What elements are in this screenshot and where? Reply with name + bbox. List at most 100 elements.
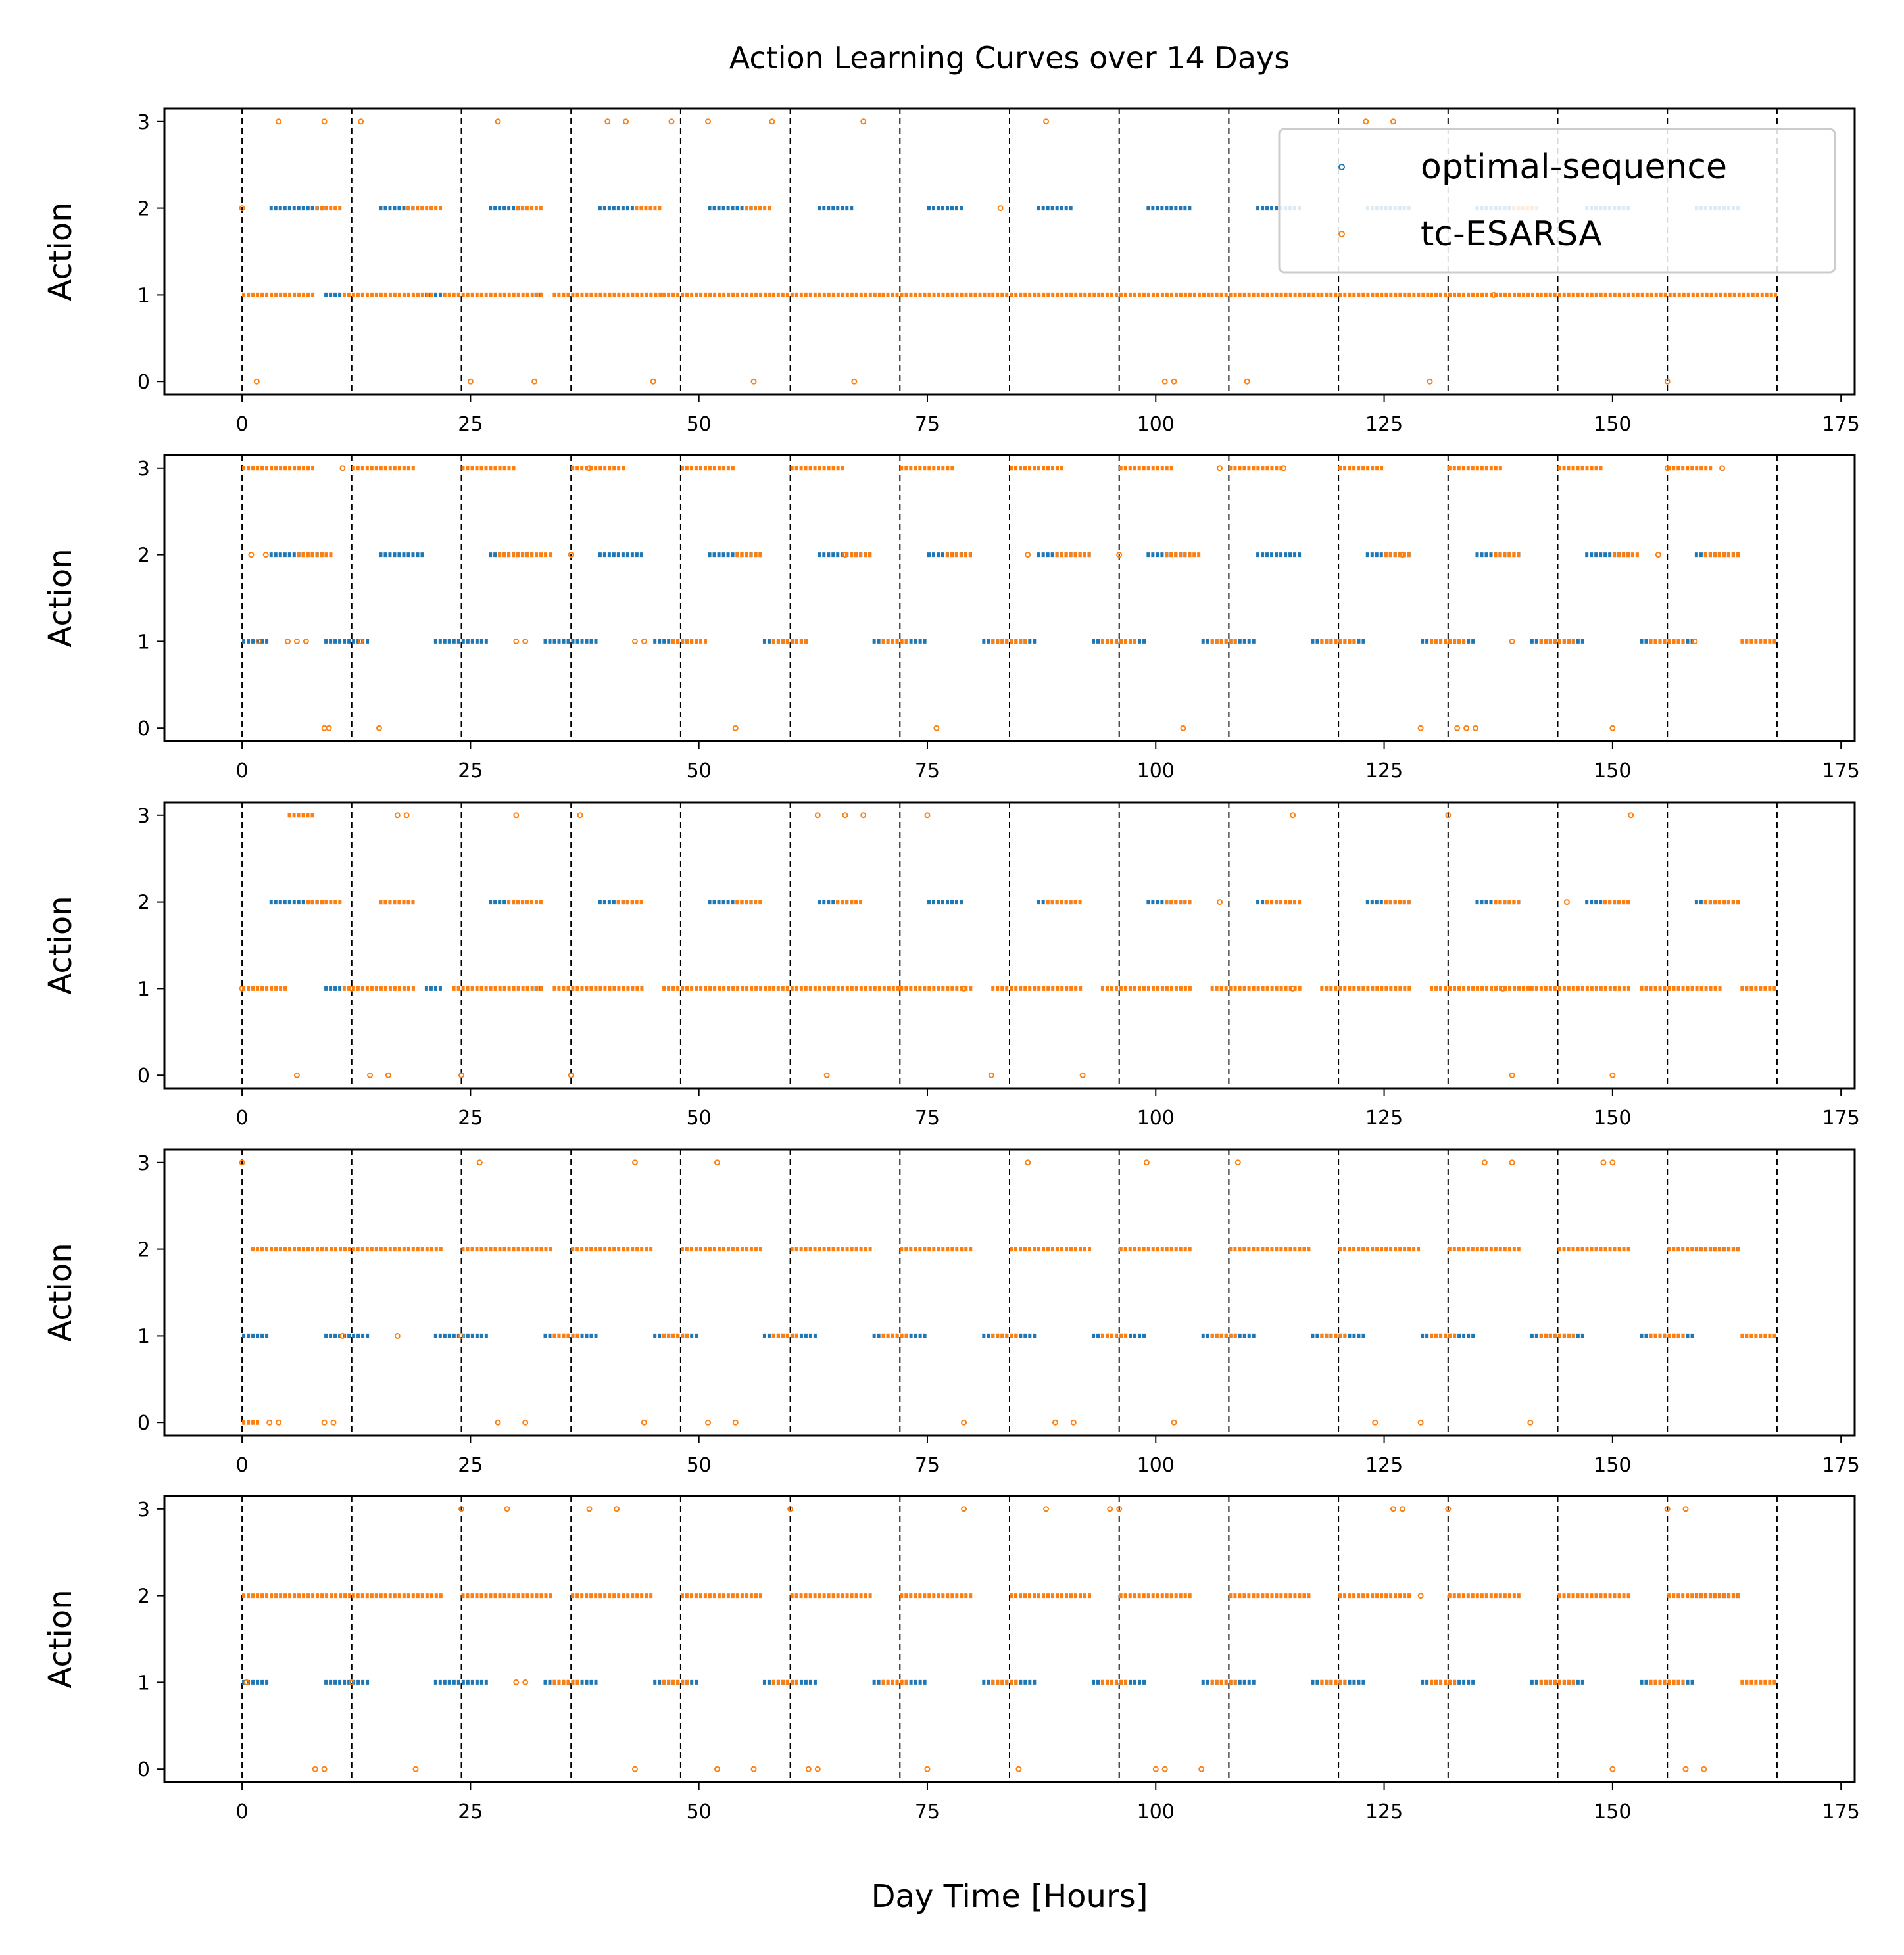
tc-esarsa-point <box>293 1072 300 1078</box>
tc-esarsa-point <box>293 638 300 644</box>
tc-esarsa-point <box>1463 725 1470 731</box>
tc-esarsa-point <box>1664 1506 1671 1512</box>
tc-esarsa-point <box>750 1766 757 1772</box>
tc-esarsa-point <box>1143 1159 1150 1166</box>
plot-area <box>239 802 1778 1088</box>
tc-esarsa-point <box>1043 1506 1050 1512</box>
x-tick-label: 175 <box>1822 1800 1860 1823</box>
subplot-1: 0 25 50 75 100 125 150 175 0 1 2 3 Action <box>42 107 1860 436</box>
tc-esarsa-point <box>239 985 245 992</box>
tc-esarsa-point <box>650 378 656 385</box>
x-tick-label: 150 <box>1594 1107 1631 1130</box>
tc-esarsa-point <box>641 638 647 644</box>
x-tick-label: 125 <box>1365 413 1403 436</box>
x-tick-label: 100 <box>1137 413 1175 436</box>
tc-esarsa-point <box>842 552 848 558</box>
y-tick-label: 0 <box>137 371 150 394</box>
tc-esarsa-point <box>1399 1506 1405 1512</box>
tc-esarsa-point <box>1692 638 1698 644</box>
tc-esarsa-point <box>522 638 529 644</box>
x-tick-label: 125 <box>1365 1107 1403 1130</box>
y-axis-label: Action <box>42 1243 79 1341</box>
tc-esarsa-point <box>253 378 260 385</box>
tc-esarsa-point <box>349 985 355 992</box>
axes-frame <box>163 1148 1856 1437</box>
legend-box <box>1278 128 1836 274</box>
tc-esarsa-point <box>1180 725 1186 731</box>
tc-esarsa-point <box>1116 552 1123 558</box>
tc-esarsa-point <box>631 1766 638 1772</box>
tc-esarsa-point <box>239 1159 245 1166</box>
x-tick-label: 0 <box>236 760 249 783</box>
tc-esarsa-point <box>1719 465 1726 471</box>
tc-esarsa-point <box>614 1506 620 1512</box>
x-tick-label: 175 <box>1822 413 1860 436</box>
tc-esarsa-point <box>668 118 675 125</box>
tc-esarsa-point <box>1372 1419 1379 1426</box>
tc-esarsa-point <box>1070 1419 1077 1426</box>
tc-esarsa-point <box>495 118 501 125</box>
tc-esarsa-point <box>1655 552 1661 558</box>
tc-esarsa-point <box>805 1766 812 1772</box>
tc-esarsa-point <box>376 725 382 731</box>
tc-esarsa-point <box>266 1419 273 1426</box>
tc-esarsa-point <box>705 118 712 125</box>
y-tick-label: 3 <box>137 805 150 828</box>
tc-esarsa-point <box>1079 1072 1086 1078</box>
tc-esarsa-point <box>1244 378 1250 385</box>
x-tick-label: 175 <box>1822 1454 1860 1477</box>
tc-esarsa-point <box>769 118 775 125</box>
x-tick-label: 75 <box>915 413 940 436</box>
x-tick-label: 0 <box>236 1454 249 1477</box>
tc-esarsa-point <box>531 378 538 385</box>
tc-esarsa-point <box>988 1072 994 1078</box>
x-tick-label: 75 <box>915 1454 940 1477</box>
tc-esarsa-point <box>476 1159 483 1166</box>
tc-esarsa-point <box>321 1766 328 1772</box>
tc-esarsa-point <box>577 812 583 819</box>
tc-esarsa-point <box>1025 1159 1031 1166</box>
tc-esarsa-point <box>1161 378 1168 385</box>
tc-esarsa-point <box>860 118 867 125</box>
y-tick-label: 2 <box>137 1585 150 1608</box>
tc-esarsa-point <box>961 1506 967 1512</box>
tc-esarsa-point <box>1664 378 1671 385</box>
y-tick-label: 3 <box>137 1152 150 1175</box>
tc-esarsa-point <box>1609 1159 1616 1166</box>
tc-esarsa-point <box>1217 465 1223 471</box>
tc-esarsa-point <box>997 205 1004 212</box>
tc-esarsa-point <box>924 812 931 819</box>
tc-esarsa-point <box>255 638 262 644</box>
tc-esarsa-point <box>339 465 346 471</box>
tc-esarsa-point <box>714 1766 720 1772</box>
tc-esarsa-point <box>394 812 401 819</box>
y-axis-label: Action <box>42 202 79 301</box>
x-tick-label: 0 <box>236 413 249 436</box>
tc-esarsa-point <box>1427 378 1433 385</box>
tc-esarsa-point <box>1509 1159 1515 1166</box>
y-tick-label: 0 <box>137 717 150 740</box>
plot-area <box>241 1496 1778 1782</box>
legend-marker <box>1338 164 1345 170</box>
tc-esarsa-point <box>1290 812 1296 819</box>
tc-esarsa-point <box>513 812 520 819</box>
tc-esarsa-point <box>641 1419 647 1426</box>
y-tick-label: 0 <box>137 1758 150 1781</box>
tc-esarsa-point <box>1445 1506 1452 1512</box>
plot-area <box>241 455 1778 741</box>
tc-esarsa-point <box>1107 1506 1113 1512</box>
tc-esarsa-point <box>604 118 611 125</box>
x-tick-label: 150 <box>1594 1454 1631 1477</box>
x-tick-label: 175 <box>1822 760 1860 783</box>
tc-esarsa-point <box>1025 552 1031 558</box>
tc-esarsa-point <box>504 1506 510 1512</box>
x-tick-label: 50 <box>687 413 712 436</box>
y-tick-label: 1 <box>137 1672 150 1695</box>
tc-esarsa-point <box>842 812 848 819</box>
tc-esarsa-point <box>586 1506 593 1512</box>
chart-title: Action Learning Curves over 14 Days <box>729 40 1290 76</box>
tc-esarsa-point <box>1609 725 1616 731</box>
subplot-3: 0 25 50 75 100 125 150 175 0 1 2 3 Action <box>42 801 1860 1130</box>
